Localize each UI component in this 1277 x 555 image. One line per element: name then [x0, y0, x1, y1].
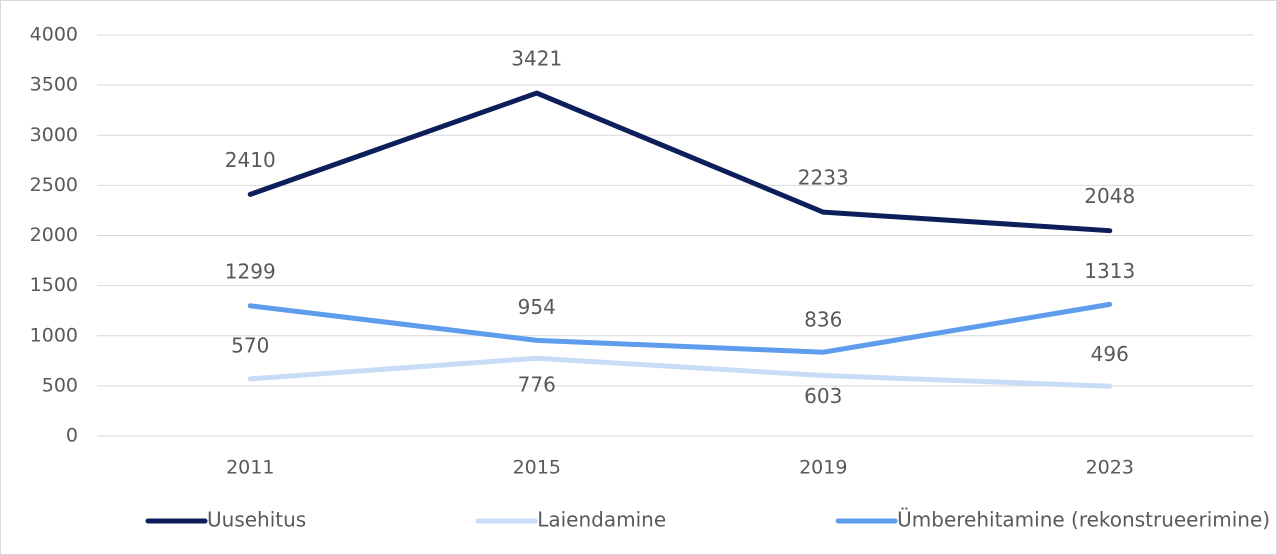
y-tick-label: 4000	[30, 24, 78, 46]
data-label: 776	[518, 373, 556, 397]
data-label: 1313	[1084, 259, 1135, 283]
data-label: 603	[804, 384, 842, 408]
y-tick-label: 2000	[30, 224, 78, 246]
y-tick-label: 1500	[30, 274, 78, 296]
legend-label: Ümberehitamine (rekonstrueerimine)	[897, 508, 1270, 532]
y-tick-label: 3000	[30, 124, 78, 146]
data-label: 3421	[511, 47, 562, 71]
x-tick-label: 2015	[513, 457, 561, 479]
series-line	[247, 90, 1113, 234]
legend-label: Uusehitus	[207, 508, 306, 532]
y-tick-label: 3500	[30, 74, 78, 96]
legend-label: Laiendamine	[537, 508, 666, 532]
y-tick-label: 500	[42, 374, 78, 396]
data-label: 2410	[225, 148, 276, 172]
series-line	[247, 301, 1113, 355]
data-label: 2048	[1084, 184, 1135, 208]
x-tick-label: 2023	[1086, 457, 1134, 479]
data-label: 2233	[798, 166, 849, 190]
x-tick-label: 2011	[226, 457, 274, 479]
data-label: 954	[518, 295, 556, 319]
series-line	[247, 355, 1113, 389]
data-label: 1299	[225, 259, 276, 283]
x-tick-label: 2019	[799, 457, 847, 479]
y-tick-label: 0	[66, 425, 78, 447]
y-tick-label: 1000	[30, 324, 78, 346]
y-tick-label: 2500	[30, 174, 78, 196]
data-label: 496	[1091, 342, 1129, 366]
data-label: 570	[231, 333, 269, 357]
data-label: 836	[804, 308, 842, 332]
